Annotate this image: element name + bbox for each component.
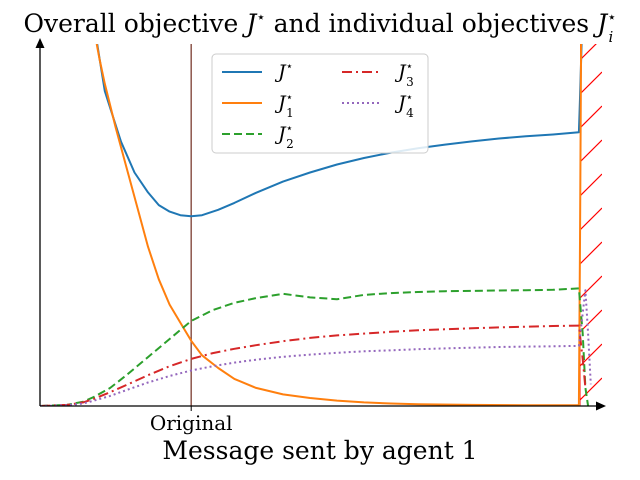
legend-label-4: J⋆ 3 (394, 59, 414, 89)
chart-title-mid: and individual objectives (266, 9, 597, 38)
chart-title-main: Overall objective (24, 9, 247, 38)
hatch-line (580, 446, 602, 468)
hatch-line (580, 207, 602, 231)
hatch-line (580, 71, 602, 95)
hatch-line (580, 275, 602, 299)
legend-label-5: J⋆ 4 (394, 90, 414, 120)
series-line-1 (96, 44, 583, 218)
series-line-2 (95, 44, 583, 406)
series-line-4 (40, 324, 587, 406)
series-line-5 (40, 289, 592, 406)
hatch-line (580, 173, 602, 197)
legend-label-2: J⋆ 1 (274, 90, 294, 120)
hatch-line (580, 377, 602, 401)
x-axis-arrow (596, 401, 606, 411)
hatch-line (580, 105, 602, 129)
chart-title-sup-1: ⋆ (256, 8, 265, 26)
series-line-3 (40, 287, 590, 406)
hatch-line (580, 241, 602, 265)
legend-label-3: J⋆ 2 (274, 121, 294, 151)
hatch-line (580, 309, 602, 333)
legend: J⋆ J⋆ 1J⋆ 2 J⋆ 3J⋆ 4 (211, 53, 429, 154)
infeasible-region (580, 44, 602, 468)
series-lines (40, 44, 592, 406)
hatch-line (580, 44, 597, 61)
x-axis-label: Message sent by agent 1 (162, 436, 477, 465)
chart-title-sup-2: ⋆ (607, 8, 616, 26)
hatch-line (580, 139, 602, 163)
chart-title-sub-2: i (608, 28, 613, 46)
y-axis-arrow (35, 38, 45, 48)
chart-title: Overall objective J⋆ and individual obje… (24, 8, 617, 46)
hatch-line (580, 412, 602, 434)
legend-label-1: J⋆ (274, 59, 293, 83)
chart-title-symbol-1: J (241, 9, 258, 38)
legend-box (211, 53, 429, 154)
chart-title-symbol-2: J (592, 9, 609, 38)
x-tick-label-original: Original (150, 411, 233, 435)
